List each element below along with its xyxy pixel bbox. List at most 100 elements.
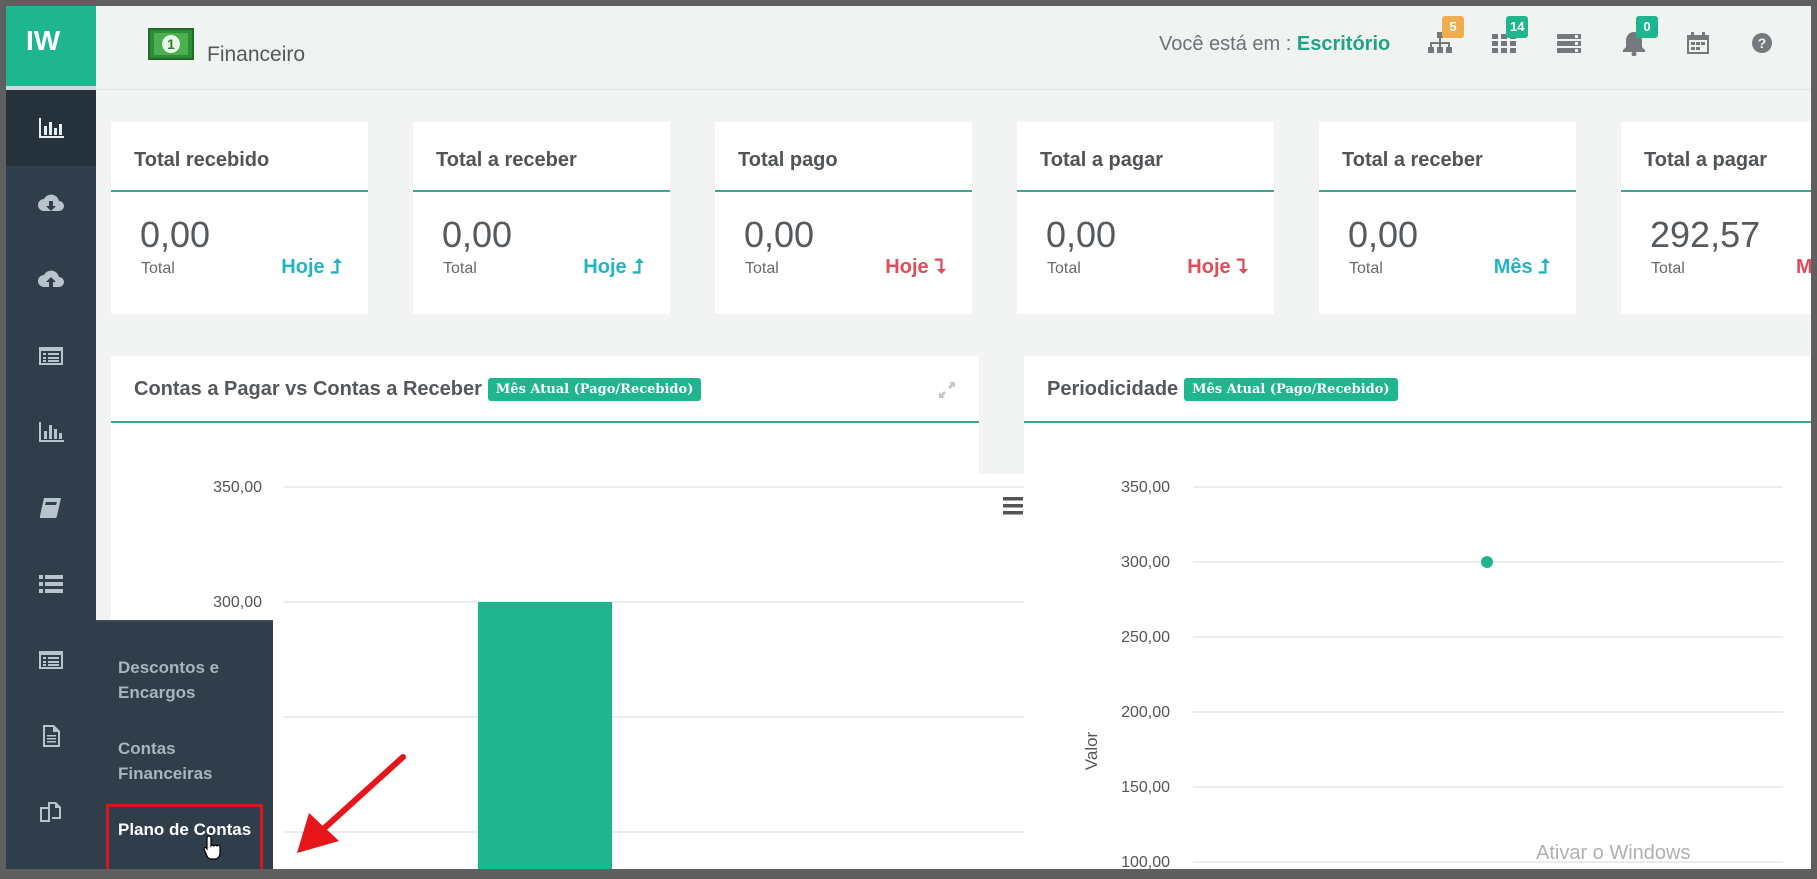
grid-badge: 14 — [1506, 16, 1529, 38]
location-indicator: Você está em : Escritório — [1159, 33, 1390, 56]
card-sub-label: Total — [443, 260, 477, 277]
card-divider — [715, 190, 972, 192]
card-divider — [1319, 190, 1576, 192]
card-divider — [111, 190, 368, 192]
svg-text:?: ? — [1758, 35, 1767, 51]
book-icon — [40, 498, 61, 518]
y-axis-title: Valor — [1082, 731, 1101, 770]
card-divider — [1017, 190, 1274, 192]
stats-icon — [39, 422, 64, 442]
card-period[interactable]: Hoje ⮧ — [1187, 256, 1248, 278]
calendar-icon[interactable] — [1684, 30, 1712, 56]
y-tick-label: 200,00 — [1121, 704, 1170, 721]
y-tick-label: 150,00 — [1121, 779, 1170, 796]
sidebar-item-documentos[interactable] — [6, 698, 96, 774]
stat-card-total-a-pagar-hoje: Total a pagar 0,00 Total Hoje ⮧ — [1017, 122, 1274, 314]
stat-card-total-recebido: Total recebido 0,00 Total Hoje ⮥ — [111, 122, 368, 314]
y-tick-label: 350,00 — [213, 479, 262, 496]
submenu-item-contas-financeiras[interactable]: Contas Financeiras — [118, 739, 213, 783]
sidebar-item-copias[interactable] — [6, 774, 96, 850]
expand-icon[interactable] — [937, 380, 957, 400]
trend-up-icon: ⮥ — [330, 256, 342, 278]
copy-icon — [40, 802, 61, 822]
period-tag: Mês Atual (Pago/Recebido) — [1184, 378, 1398, 401]
card-value: 0,00 — [1348, 214, 1419, 255]
submenu-item-plano-de-contas[interactable]: Plano de Contas — [118, 820, 252, 839]
brand-divider — [6, 86, 96, 90]
card-title: Total a receber — [436, 149, 577, 171]
list-alt-icon — [39, 347, 63, 365]
menu-icon[interactable] — [1001, 494, 1025, 518]
brand-logo[interactable]: IW — [6, 6, 96, 86]
windows-activation-title: Ativar o Windows — [1536, 842, 1691, 864]
annotation-arrow-icon — [297, 754, 406, 853]
card-period[interactable]: Hoje ⮧ — [885, 256, 946, 278]
money-icon: 1 — [148, 28, 194, 60]
server-icon[interactable] — [1555, 30, 1583, 56]
charts: 350,00 300,00 350,00 300,00 250,00 200,00 150,… — [213, 479, 1783, 871]
card-title: Total a pagar — [1040, 149, 1163, 171]
stat-card-total-pago: Total pago 0,00 Total Hoje ⮧ — [715, 122, 972, 314]
help-icon[interactable]: ? — [1748, 30, 1776, 56]
panel-divider — [111, 421, 979, 423]
card-period[interactable]: Hoje ⮥ — [281, 256, 342, 278]
trend-down-icon: ⮧ — [934, 256, 946, 278]
card-sub-label: Total — [1349, 260, 1383, 277]
trend-down-icon: ⮧ — [1236, 256, 1248, 278]
trend-up-icon: ⮥ — [632, 256, 644, 278]
document-icon — [43, 725, 60, 747]
panel-divider — [1024, 421, 1811, 423]
card-period[interactable]: Hoje ⮥ — [583, 256, 644, 278]
y-tick-label: 350,00 — [1121, 479, 1170, 496]
card-value: 0,00 — [140, 214, 211, 255]
hand-cursor-icon — [203, 835, 221, 860]
card-value: 292,57 — [1650, 214, 1761, 255]
card-value: 0,00 — [744, 214, 815, 255]
cloud-upload-icon — [38, 270, 64, 287]
y-tick-label: 300,00 — [213, 594, 262, 611]
sidebar-item-relatorios[interactable] — [6, 394, 96, 470]
sitemap-badge: 5 — [1442, 16, 1464, 38]
sitemap-icon[interactable]: 5 — [1426, 16, 1464, 56]
card-sub-label: Total — [745, 260, 779, 277]
card-period[interactable]: Mês — [1796, 256, 1813, 278]
card-sub-label: Total — [1651, 260, 1685, 277]
sidebar-item-recebimentos[interactable] — [6, 166, 96, 242]
stat-card-total-a-pagar-mes: Total a pagar 292,57 Total Mês — [1621, 122, 1813, 314]
svg-text:1: 1 — [167, 36, 175, 52]
card-sub-label: Total — [141, 260, 175, 277]
y-tick-label: 250,00 — [1121, 629, 1170, 646]
card-period[interactable]: Mês ⮥ — [1493, 256, 1550, 278]
cloud-download-icon — [38, 194, 64, 211]
sidebar: IW — [6, 6, 96, 869]
y-tick-label: 100,00 — [1121, 854, 1170, 871]
sidebar-item-pagamentos[interactable] — [6, 242, 96, 318]
y-tick-label: 300,00 — [1121, 554, 1170, 571]
grid-icon[interactable]: 14 — [1490, 16, 1529, 56]
highlight-box — [106, 804, 263, 869]
location-prefix: Você está em : — [1159, 33, 1292, 55]
submenu-cadastros: Descontos e Encargos Contas Financeiras … — [96, 620, 273, 869]
list-alt-icon — [39, 651, 63, 669]
panel-title: Periodicidade Mês Atual (Pago/Recebido) — [1047, 378, 1398, 401]
period-tag: Mês Atual (Pago/Recebido) — [487, 378, 702, 401]
card-divider — [1621, 190, 1811, 192]
bar — [478, 602, 612, 869]
sidebar-item-livros[interactable] — [6, 470, 96, 546]
stat-card-total-a-receber-hoje: Total a receber 0,00 Total Hoje ⮥ — [413, 122, 670, 314]
card-value: 0,00 — [1046, 214, 1117, 255]
submenu-item-descontos[interactable]: Descontos e Encargos — [118, 658, 220, 702]
sidebar-item-dashboard[interactable] — [6, 90, 96, 166]
sidebar-item-lancamentos[interactable] — [6, 318, 96, 394]
chart-panel-periodicidade: Periodicidade Mês Atual (Pago/Recebido) — [1024, 356, 1811, 869]
page-title: Financeiro — [207, 43, 306, 66]
bell-icon[interactable]: 0 — [1620, 16, 1658, 57]
card-sub-label: Total — [1047, 260, 1081, 277]
sidebar-item-listas[interactable] — [6, 546, 96, 622]
sidebar-item-cadastros[interactable] — [6, 622, 96, 698]
card-title: Total pago — [738, 149, 838, 171]
location-link[interactable]: Escritório — [1296, 33, 1391, 55]
trend-up-icon: ⮥ — [1538, 256, 1550, 278]
panel-gap-white — [979, 474, 1024, 869]
